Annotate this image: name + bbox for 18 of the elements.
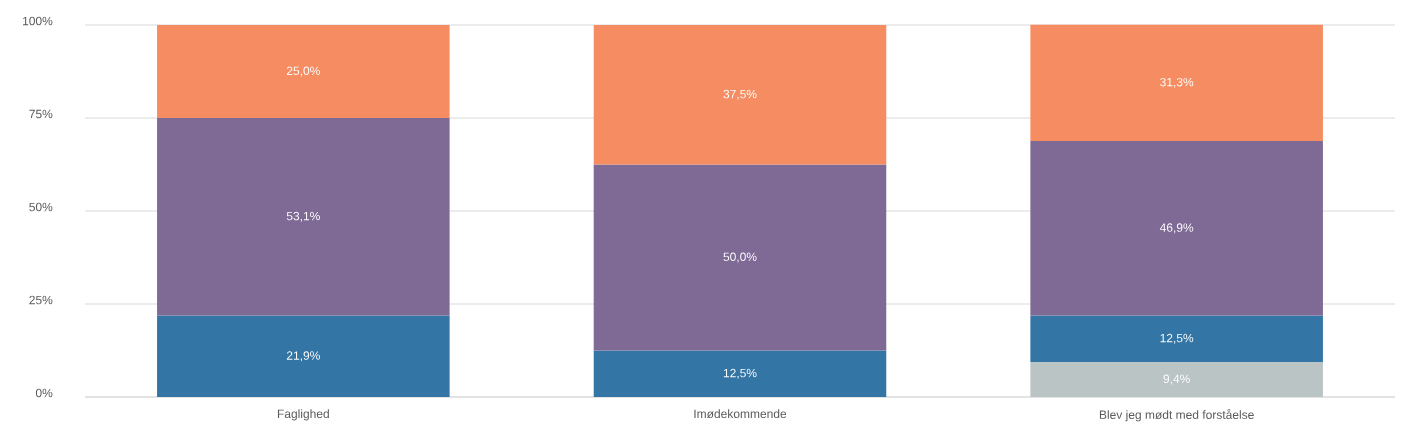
data-label: 25,0% bbox=[286, 66, 320, 77]
x-tick-label: Faglighed bbox=[277, 409, 329, 421]
data-label: 46,9% bbox=[1159, 223, 1194, 234]
data-label: 53,1% bbox=[286, 211, 320, 222]
data-label: 21,9% bbox=[286, 351, 320, 362]
y-tick-label: 0% bbox=[35, 388, 53, 398]
data-label: 12,5% bbox=[723, 368, 757, 379]
y-tick-label: 50% bbox=[29, 202, 53, 212]
y-tick-label: 100% bbox=[23, 16, 53, 26]
x-tick-label: Blev jeg mødt med forståelse bbox=[1099, 409, 1254, 422]
data-label: 31,3% bbox=[1160, 77, 1194, 88]
x-tick-label: Imødekommende bbox=[694, 409, 787, 419]
data-label: 50,0% bbox=[723, 252, 757, 263]
data-label: 37,5% bbox=[723, 89, 757, 100]
data-label: 12,5% bbox=[1160, 333, 1194, 344]
y-tick-label: 75% bbox=[29, 109, 53, 119]
y-tick-label: 25% bbox=[29, 295, 53, 305]
data-label: 9,4% bbox=[1163, 374, 1190, 385]
